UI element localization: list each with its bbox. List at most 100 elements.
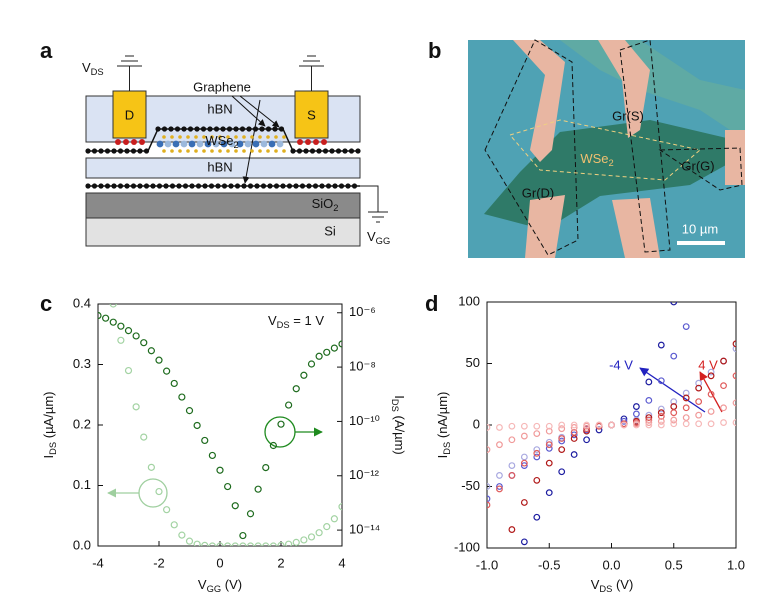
y2-tick-label: 10⁻¹⁴ [349, 522, 380, 537]
data-point [117, 336, 125, 344]
graphene-atom [309, 148, 316, 154]
si-layer [85, 217, 361, 247]
gr-g-outline [658, 147, 743, 191]
trend-arrow [639, 367, 706, 413]
wse2-atom [210, 149, 214, 153]
hbn-label: hBN [207, 159, 232, 174]
graphene-atom [155, 126, 161, 132]
annotation: 4 V [698, 357, 718, 372]
data-point [330, 515, 338, 523]
series-indicator [138, 478, 168, 508]
data-point [558, 437, 566, 445]
data-point [109, 318, 117, 326]
graphene-atom [181, 126, 187, 132]
graphene-atom [265, 126, 272, 132]
wse2-atom [188, 140, 196, 148]
electrode [725, 130, 745, 185]
data-point [670, 352, 678, 360]
sio2-label: SiO2 [312, 196, 339, 213]
annotation: -4 V [609, 357, 633, 372]
data-point [262, 463, 270, 472]
graphene-atom [221, 183, 228, 189]
graphene-atom [220, 126, 226, 132]
y-tick-label: 0.2 [73, 416, 91, 431]
data-point [620, 421, 628, 429]
wse2-atom [180, 140, 188, 148]
data-point [487, 424, 491, 431]
data-point [496, 441, 503, 449]
y-tick-label: -100 [454, 539, 480, 554]
graphene-atom [278, 126, 285, 132]
data-point [246, 510, 255, 518]
data-point [508, 462, 516, 469]
data-point [487, 483, 491, 490]
data-point [645, 378, 653, 386]
wse2-atom [252, 140, 260, 148]
text-part: (nA/µm) [435, 392, 450, 442]
source-label: S [307, 107, 316, 122]
data-point [496, 483, 503, 490]
graphene-atom [168, 126, 174, 132]
data-point [338, 503, 342, 511]
data-point [696, 289, 702, 295]
data-point [508, 436, 516, 444]
electrode [612, 198, 660, 258]
wse2-atom [236, 140, 244, 148]
wse2-atom [250, 135, 254, 139]
data-point [208, 542, 216, 546]
data-point [147, 347, 155, 355]
data-point [670, 409, 678, 417]
data-point [545, 422, 553, 430]
data-point [330, 344, 338, 352]
plot-area [487, 289, 736, 546]
graphene-atom [215, 183, 221, 189]
data-point [533, 453, 541, 461]
data-point [545, 427, 553, 435]
data-point [323, 348, 331, 356]
data-point [533, 513, 541, 521]
graphene-arrow [239, 95, 280, 128]
graphene-atom [143, 183, 150, 189]
graphene-atom [169, 183, 176, 189]
graphene-atom [299, 183, 306, 189]
graphene-atom [322, 148, 329, 154]
data-point [496, 472, 503, 479]
data-point [670, 416, 678, 424]
data-point [269, 542, 277, 546]
data-point [732, 345, 736, 353]
graphene-atom [226, 126, 233, 132]
wse2-atom [260, 140, 268, 148]
data-point [216, 542, 224, 546]
wse2-atom [226, 135, 230, 139]
gr-d-label: Gr(D) [522, 185, 555, 200]
wse2-atom [178, 149, 182, 153]
data-point [570, 428, 578, 436]
data-point [695, 411, 703, 419]
wse2-atom [242, 135, 246, 139]
data-point [595, 426, 603, 434]
graphene-atom [104, 183, 111, 189]
wse2-atom [266, 135, 270, 139]
graphene-atom [98, 183, 104, 189]
text-part: (µA/µm) [41, 392, 56, 442]
wse2-atom [276, 140, 284, 148]
data-point [201, 436, 209, 445]
data-point [620, 417, 628, 425]
text-part: GG [207, 584, 222, 594]
wse2-atom [234, 135, 238, 139]
gr-s-label: Gr(S) [612, 108, 644, 123]
vgg-label: VGG [367, 229, 390, 246]
drain-contact [112, 90, 147, 139]
text-part: 2 [233, 140, 238, 150]
data-point [732, 419, 736, 426]
wse2-atom [162, 149, 166, 153]
graphene-atom [296, 148, 303, 154]
data-point [645, 421, 653, 429]
data-point [239, 542, 247, 546]
graphene-atom [174, 126, 181, 132]
data-point [682, 404, 690, 412]
data-point [645, 416, 653, 424]
data-point [269, 441, 277, 450]
data-point [533, 449, 541, 457]
wse2-atom [258, 135, 262, 139]
